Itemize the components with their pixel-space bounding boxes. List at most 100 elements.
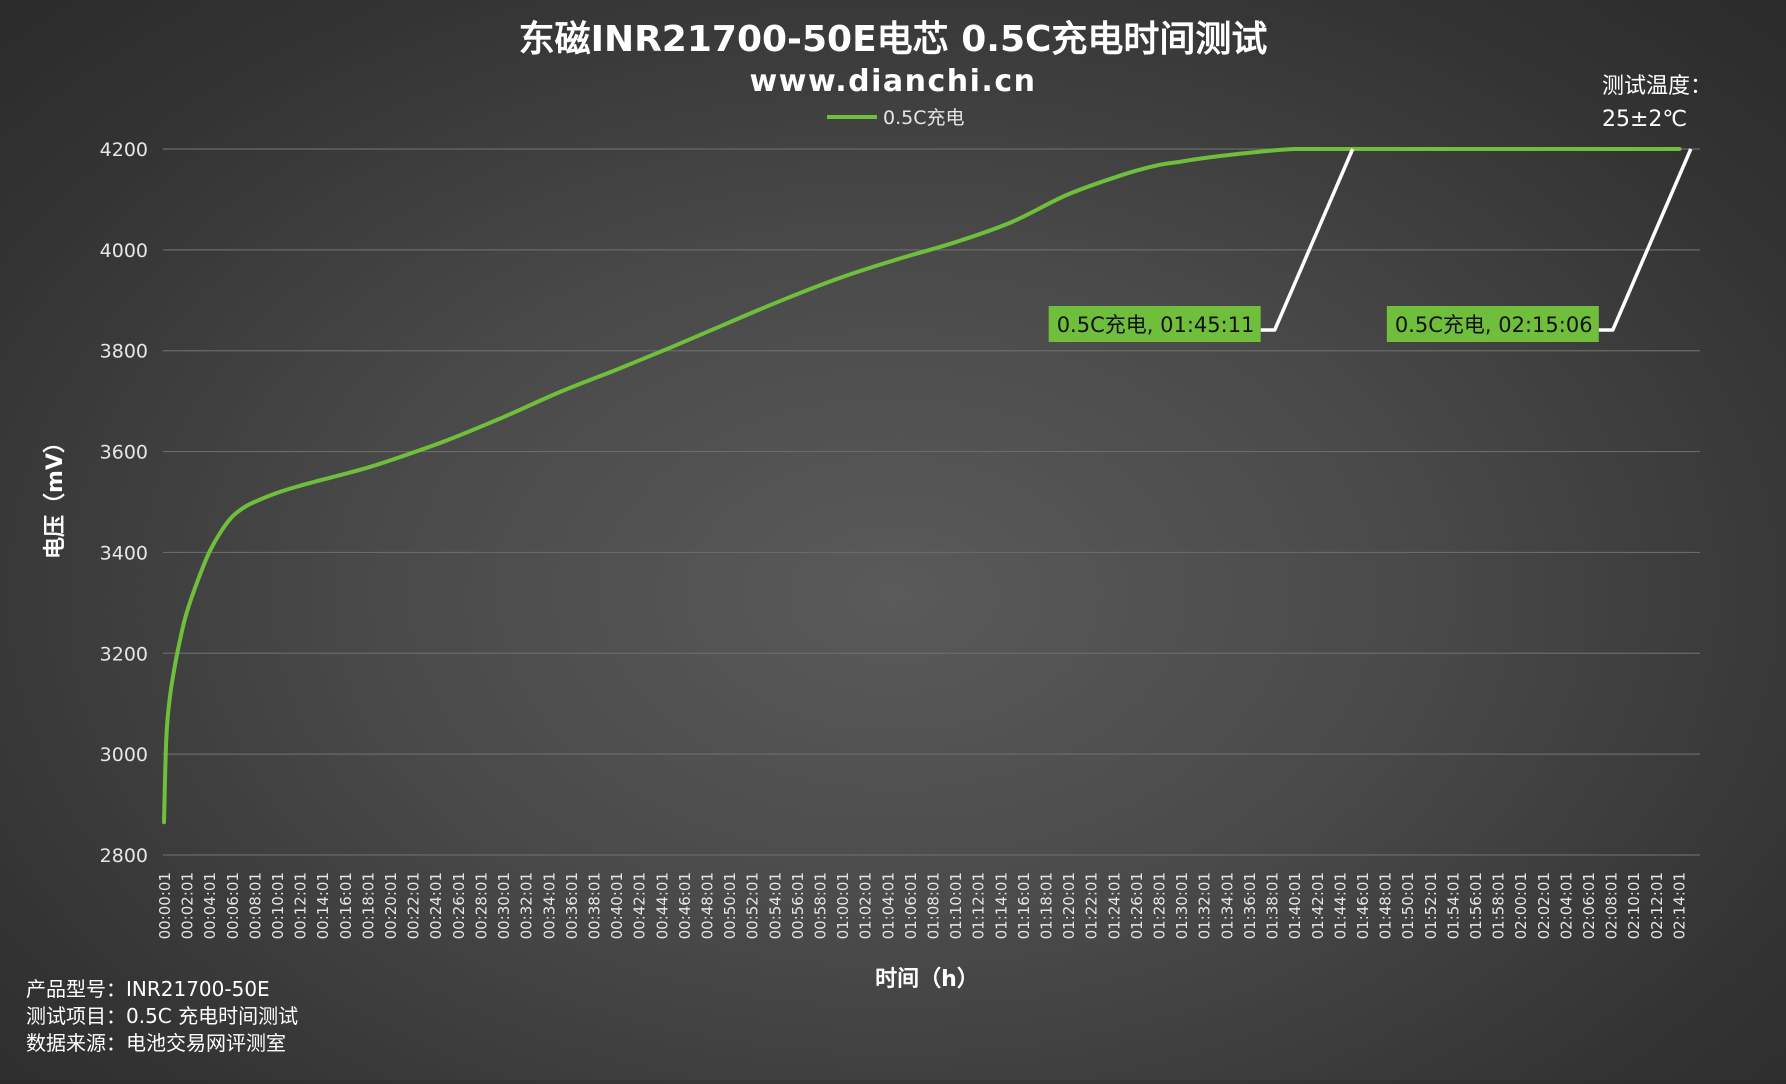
x-tick-label: 01:56:01 [1467,872,1485,939]
annotations: 0.5C充电, 01:45:11 0.5C充电, 02:15:06 [1048,148,1693,342]
x-tick-label: 01:20:01 [1060,872,1078,939]
x-tick-label: 00:12:01 [292,872,310,939]
x-tick-label: 02:12:01 [1648,872,1666,939]
annotation-label: 0.5C充电, 02:15:06 [1395,313,1593,337]
x-tick-label: 00:34:01 [540,872,558,939]
x-tick-label: 00:18:01 [359,872,377,939]
x-tick-label: 01:22:01 [1083,872,1101,939]
x-tick-label: 00:02:01 [179,872,197,939]
footer-model: 产品型号：INR21700-50E [26,977,270,1001]
annotation-box [1048,306,1261,342]
chart-subtitle: www.dianchi.cn [750,64,1037,99]
y-tick-label: 3400 [100,542,148,564]
x-tick-label: 00:20:01 [382,872,400,939]
temperature-note-line2: 25±2℃ [1602,107,1687,132]
x-tick-label: 00:06:01 [224,872,242,939]
x-tick-label: 01:42:01 [1309,872,1327,939]
x-tick-label: 00:08:01 [246,872,264,939]
x-tick-label: 01:28:01 [1151,872,1169,939]
x-tick-label: 00:50:01 [721,872,739,939]
x-tick-label: 01:54:01 [1444,872,1462,939]
y-axis-tick-labels: 2800 3000 3200 3400 3600 3800 4000 4200 [100,139,148,867]
x-tick-label: 00:38:01 [585,872,603,939]
x-tick-label: 01:30:01 [1173,872,1191,939]
x-tick-label: 01:14:01 [992,872,1010,939]
annotation-leader-line [1260,148,1355,332]
x-tick-label: 00:42:01 [631,872,649,939]
x-tick-label: 00:22:01 [405,872,423,939]
x-tick-label: 01:04:01 [879,872,897,939]
x-tick-label: 01:10:01 [947,872,965,939]
x-tick-label: 00:46:01 [676,872,694,939]
series-layer [162,146,1682,825]
x-tick-label: 01:32:01 [1196,872,1214,939]
annotation-leader-line [1598,148,1693,332]
series-line [162,146,1682,825]
y-tick-label: 3600 [100,442,148,464]
grid-lines [163,148,1700,856]
x-tick-label: 00:26:01 [450,872,468,939]
x-tick-label: 00:36:01 [563,872,581,939]
x-tick-label: 02:10:01 [1625,872,1643,939]
x-axis-label: 时间（h） [875,967,979,992]
x-tick-label: 01:06:01 [902,872,920,939]
x-tick-label: 01:48:01 [1377,872,1395,939]
x-tick-label: 02:00:01 [1512,872,1530,939]
x-tick-label: 01:34:01 [1218,872,1236,939]
footer-source: 数据来源：电池交易网评测室 [26,1031,286,1055]
y-tick-label: 2800 [100,845,148,867]
x-tick-label: 01:40:01 [1286,872,1304,939]
x-tick-label: 01:00:01 [834,872,852,939]
x-tick-label: 00:44:01 [653,872,671,939]
chart-title: 东磁INR21700-50E电芯 0.5C充电时间测试 [519,19,1268,60]
x-axis-tick-labels: 00:00:01 00:02:01 00:04:01 00:06:01 00:08:01… [156,872,1688,939]
annotation-box [1386,306,1599,342]
x-tick-label: 00:04:01 [201,872,219,939]
x-tick-label: 00:40:01 [608,872,626,939]
y-axis-label: 电压（mV） [43,431,68,559]
x-tick-label: 01:02:01 [857,872,875,939]
x-tick-label: 00:28:01 [472,872,490,939]
y-tick-label: 3000 [100,744,148,766]
x-tick-label: 02:14:01 [1670,872,1688,939]
temperature-note-line1: 测试温度： [1602,74,1712,99]
x-tick-label: 02:02:01 [1535,872,1553,939]
x-tick-label: 01:58:01 [1490,872,1508,939]
x-tick-label: 01:52:01 [1422,872,1440,939]
x-tick-label: 00:56:01 [789,872,807,939]
annotation-label: 0.5C充电, 01:45:11 [1057,313,1255,337]
x-tick-label: 01:38:01 [1264,872,1282,939]
x-tick-label: 01:36:01 [1241,872,1259,939]
x-tick-label: 00:30:01 [495,872,513,939]
x-tick-label: 01:12:01 [970,872,988,939]
footer-test-item: 测试项目：0.5C 充电时间测试 [26,1004,299,1028]
x-tick-label: 01:44:01 [1331,872,1349,939]
x-tick-label: 00:58:01 [811,872,829,939]
y-tick-label: 3800 [100,341,148,363]
x-tick-label: 02:04:01 [1557,872,1575,939]
x-tick-label: 00:10:01 [269,872,287,939]
x-tick-label: 01:46:01 [1354,872,1372,939]
legend: 0.5C充电 [827,107,964,129]
y-tick-label: 3200 [100,643,148,665]
x-tick-label: 01:50:01 [1399,872,1417,939]
x-tick-label: 01:26:01 [1128,872,1146,939]
x-tick-label: 02:08:01 [1603,872,1621,939]
x-tick-label: 00:24:01 [427,872,445,939]
x-tick-label: 00:48:01 [698,872,716,939]
legend-label: 0.5C充电 [883,107,964,129]
x-tick-label: 00:16:01 [337,872,355,939]
x-tick-label: 00:32:01 [518,872,536,939]
x-tick-label: 01:16:01 [1015,872,1033,939]
y-tick-label: 4000 [100,240,148,262]
y-tick-label: 4200 [100,139,148,161]
x-tick-label: 00:14:01 [314,872,332,939]
x-tick-label: 01:18:01 [1038,872,1056,939]
x-tick-label: 00:52:01 [744,872,762,939]
x-tick-label: 01:24:01 [1105,872,1123,939]
x-tick-label: 00:54:01 [766,872,784,939]
x-tick-label: 01:08:01 [925,872,943,939]
x-tick-label: 02:06:01 [1580,872,1598,939]
